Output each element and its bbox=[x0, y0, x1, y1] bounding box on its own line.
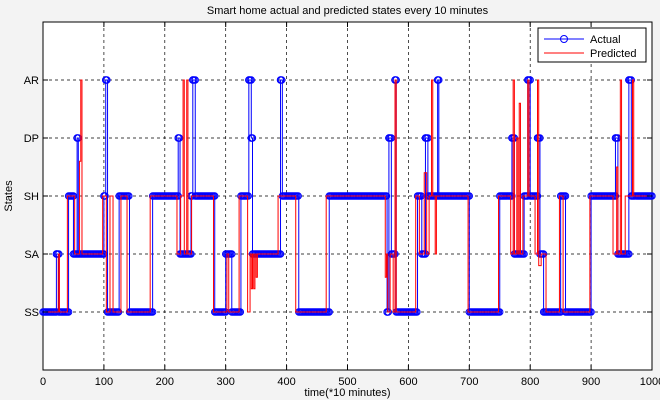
data-point bbox=[278, 76, 286, 84]
y-tick-label: SH bbox=[24, 191, 39, 203]
x-tick-label: 700 bbox=[460, 376, 478, 388]
data-point bbox=[191, 76, 199, 84]
y-tick-label: DP bbox=[24, 133, 39, 145]
y-tick-label: AR bbox=[24, 75, 39, 87]
x-tick-label: 400 bbox=[277, 376, 295, 388]
series-line-predicted bbox=[43, 79, 652, 313]
x-tick-label: 200 bbox=[156, 376, 174, 388]
x-tick-label: 500 bbox=[338, 376, 356, 388]
data-point bbox=[384, 308, 392, 316]
data-point bbox=[103, 76, 111, 84]
data-point bbox=[627, 76, 635, 84]
y-tick-label: SS bbox=[24, 307, 39, 319]
y-axis-label: States bbox=[3, 180, 15, 212]
legend-entry-predicted: Predicted bbox=[590, 48, 636, 60]
axis-ticks: 0 100 200 300 400 500 600 700 800 900 1000 SS SA SH DP… bbox=[24, 22, 660, 388]
x-tick-label: 600 bbox=[399, 376, 417, 388]
x-tick-label: 0 bbox=[40, 376, 46, 388]
data-point bbox=[526, 76, 534, 84]
data-point bbox=[435, 76, 443, 84]
legend-entry-actual: Actual bbox=[590, 34, 621, 46]
data-point bbox=[248, 134, 257, 142]
data-point bbox=[101, 192, 109, 200]
x-tick-label: 800 bbox=[521, 376, 539, 388]
x-tick-label: 900 bbox=[582, 376, 600, 388]
y-tick-label: SA bbox=[24, 249, 39, 261]
legend-marker-actual bbox=[560, 35, 568, 43]
legend-box bbox=[537, 27, 647, 63]
data-point bbox=[536, 134, 544, 142]
x-tick-label: 300 bbox=[217, 376, 235, 388]
legend: Actual Predicted bbox=[537, 27, 647, 63]
x-tick-label: 100 bbox=[95, 376, 113, 388]
x-axis-label: time(*10 minutes) bbox=[304, 387, 390, 399]
series-layer bbox=[39, 76, 656, 316]
data-point bbox=[247, 76, 255, 84]
data-point bbox=[55, 250, 63, 258]
x-tick-label: 1000 bbox=[640, 376, 660, 388]
data-point bbox=[539, 250, 548, 258]
chart-title: Smart home actual and predicted states e… bbox=[207, 5, 489, 17]
